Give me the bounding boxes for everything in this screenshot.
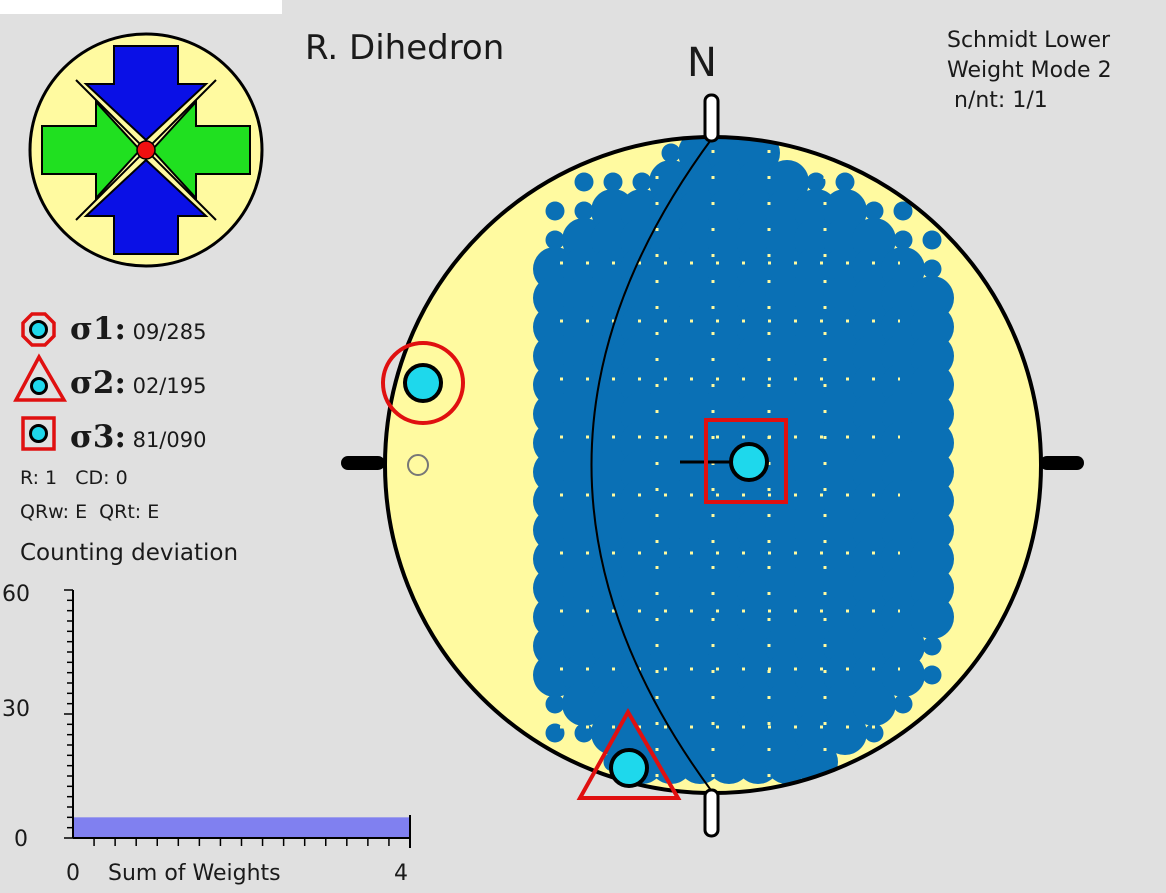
x-tick-min: 0 xyxy=(66,861,80,886)
counting-deviation-chart: 60 30 0 0 Sum of Weights 4 xyxy=(2,582,411,886)
qr-stats: QRw: E QRt: E xyxy=(20,501,160,523)
density-blob xyxy=(910,595,954,639)
compression-arrows-icon xyxy=(28,32,264,268)
arrow-up-icon xyxy=(83,158,209,255)
diagram-title: R. Dihedron xyxy=(305,28,505,68)
sigma2-row: σ2: 02/195 xyxy=(70,365,207,401)
density-dot xyxy=(603,172,623,192)
density-blob xyxy=(881,653,925,697)
x-tick-max: 4 xyxy=(394,861,408,886)
arrow-down-icon xyxy=(83,45,209,142)
arrow-right-icon xyxy=(41,99,142,201)
sigma3-row: σ3: 81/090 xyxy=(70,419,207,455)
sigma2-value: 02/195 xyxy=(132,374,207,398)
density-dot xyxy=(545,201,565,221)
density-dot xyxy=(574,723,594,743)
top-strip xyxy=(0,0,282,14)
density-dot xyxy=(545,723,565,743)
x-axis-label: Sum of Weights xyxy=(108,861,281,886)
sigma2-symbol: σ2 xyxy=(70,365,115,401)
density-dot xyxy=(545,694,565,714)
stereonet xyxy=(341,93,1084,838)
sigma3-legend-icon xyxy=(21,416,56,451)
density-dot xyxy=(922,259,942,279)
weight-mode: Weight Mode 2 xyxy=(947,58,1112,83)
fault-plane-great-circle xyxy=(590,136,714,794)
sigma2-legend-icon xyxy=(13,353,68,402)
density-blob xyxy=(823,711,867,755)
sigma1-legend-icon xyxy=(21,312,56,347)
counting-bar xyxy=(73,817,409,838)
density-dot xyxy=(545,230,565,250)
sigma1-marker xyxy=(381,341,465,425)
density-dot xyxy=(864,201,884,221)
r-cd-stats: R: 1 CD: 0 xyxy=(20,467,128,489)
density-dot xyxy=(893,694,913,714)
density-dot xyxy=(864,723,884,743)
arrow-left-icon xyxy=(150,99,251,201)
sigma3-marker xyxy=(680,418,788,504)
density-dot xyxy=(922,665,942,685)
north-tick xyxy=(703,93,720,143)
west-tick xyxy=(341,456,385,470)
density-dot xyxy=(574,172,594,192)
density-dot xyxy=(632,172,652,192)
counting-deviation-title: Counting deviation xyxy=(20,540,239,566)
east-tick xyxy=(1040,456,1084,470)
sigma3-value: 81/090 xyxy=(132,428,207,452)
sigma1-symbol: σ1 xyxy=(70,311,115,347)
density-dot xyxy=(922,230,942,250)
density-dot xyxy=(893,201,913,221)
y-tick-30: 30 xyxy=(2,697,30,722)
projection-type: Schmidt Lower xyxy=(947,28,1111,53)
density-dot xyxy=(806,172,826,192)
north-label: N xyxy=(687,40,717,86)
y-tick-0: 0 xyxy=(14,827,28,852)
projection-point-marker xyxy=(407,454,429,476)
density-blob xyxy=(852,682,896,726)
y-tick-60: 60 xyxy=(2,582,30,607)
density-dot xyxy=(661,143,681,163)
south-tick xyxy=(703,788,720,838)
density-dot xyxy=(922,636,942,656)
density-dot xyxy=(574,201,594,221)
density-dot xyxy=(835,172,855,192)
sigma1-value: 09/285 xyxy=(132,320,207,344)
n-nt-count: n/nt: 1/1 xyxy=(954,88,1048,113)
sigma1-row: σ1: 09/285 xyxy=(70,311,207,347)
density-dot xyxy=(893,230,913,250)
sigma2-marker xyxy=(576,707,682,800)
projection-info: Schmidt Lower Weight Mode 2 n/nt: 1/1 xyxy=(947,26,1112,116)
sigma3-symbol: σ3 xyxy=(70,419,115,455)
